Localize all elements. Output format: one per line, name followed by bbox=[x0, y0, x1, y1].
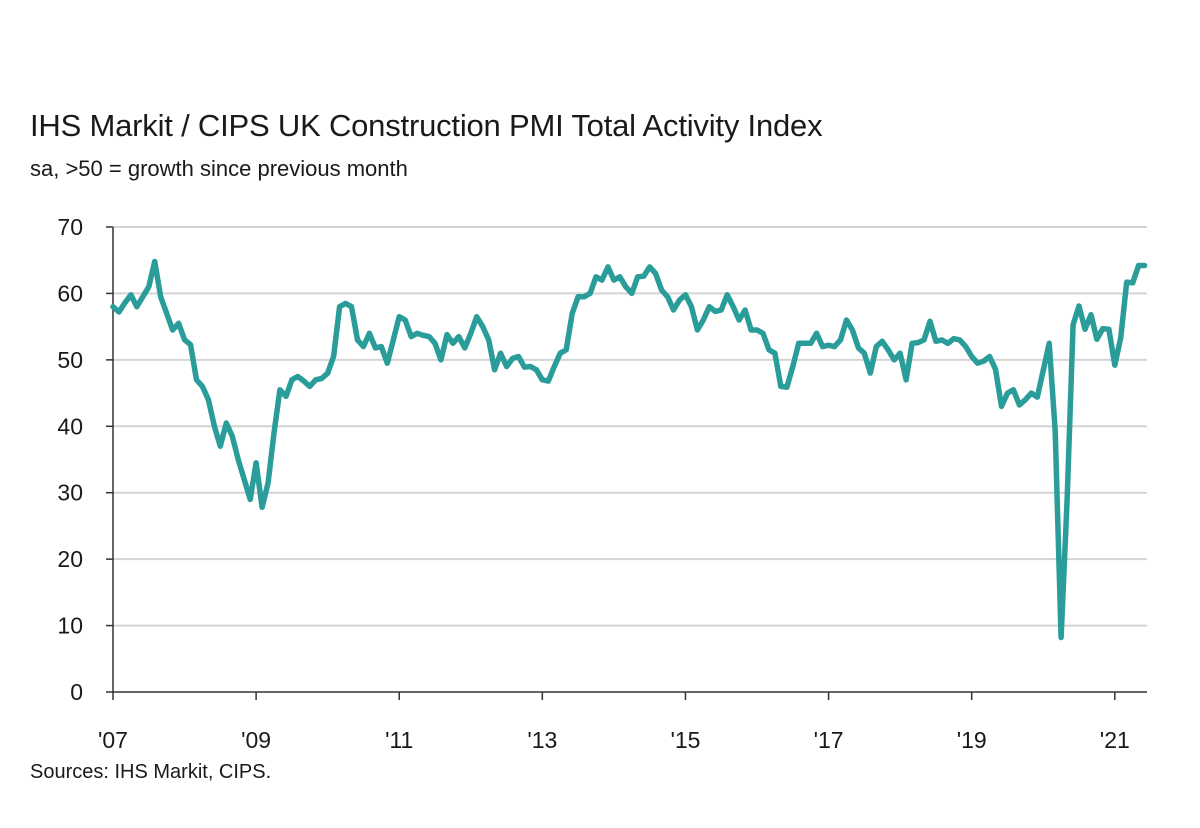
x-tick-label: '17 bbox=[814, 727, 844, 753]
y-tick-label: 20 bbox=[57, 546, 83, 572]
source-note: Sources: IHS Markit, CIPS. bbox=[30, 761, 272, 783]
chart-subtitle: sa, >50 = growth since previous month bbox=[30, 156, 408, 181]
series-group bbox=[110, 258, 1148, 641]
axes bbox=[106, 226, 1147, 693]
x-tick-label: '21 bbox=[1100, 727, 1130, 753]
y-tick-label: 10 bbox=[57, 613, 83, 639]
y-tick-label: 30 bbox=[57, 480, 83, 506]
y-tick-label: 60 bbox=[57, 280, 83, 306]
x-tick-label: '19 bbox=[957, 727, 987, 753]
series-line-0 bbox=[110, 258, 1148, 641]
x-tick-label: '09 bbox=[241, 727, 271, 753]
y-axis-ticks: 0 10 20 30 40 50 60 70 bbox=[57, 214, 83, 705]
y-tick-label: 40 bbox=[57, 413, 83, 439]
x-tick-label: '07 bbox=[98, 727, 128, 753]
chart-title: IHS Markit / CIPS UK Construction PMI To… bbox=[30, 108, 823, 143]
x-tick-label: '13 bbox=[527, 727, 557, 753]
y-tick-label: 50 bbox=[57, 347, 83, 373]
x-tick-label: '15 bbox=[670, 727, 700, 753]
y-tick-label: 0 bbox=[70, 679, 83, 705]
x-axis-ticks: '07 '09 '11 '13 '15 '17 '19 '21 bbox=[98, 692, 1130, 753]
gridlines bbox=[113, 226, 1147, 627]
x-tick-label: '11 bbox=[385, 727, 413, 753]
y-tick-label: 70 bbox=[57, 214, 83, 240]
